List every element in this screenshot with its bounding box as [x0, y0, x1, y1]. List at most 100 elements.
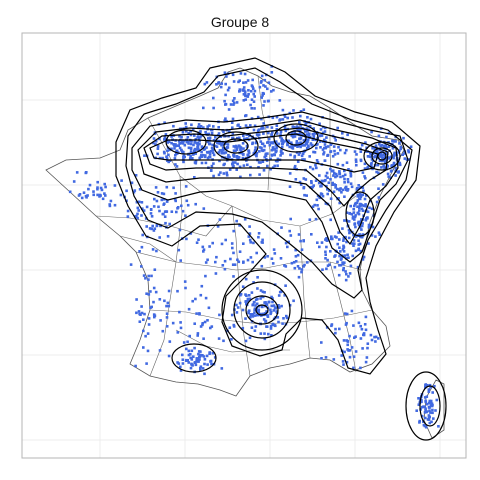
observation-point [129, 263, 133, 266]
observation-point [319, 146, 322, 149]
observation-point [236, 136, 239, 140]
observation-point [193, 322, 196, 325]
observation-point [192, 143, 195, 147]
observation-point [317, 181, 321, 185]
observation-point [363, 162, 367, 166]
observation-point [370, 234, 374, 237]
observation-point [241, 88, 245, 91]
observation-point [299, 183, 303, 186]
observation-point [384, 148, 387, 152]
observation-point [206, 140, 210, 144]
observation-point [232, 251, 235, 255]
observation-point [258, 85, 262, 89]
observation-point [359, 159, 363, 163]
observation-point [256, 297, 259, 301]
observation-point [343, 219, 346, 222]
observation-point [399, 145, 403, 149]
observation-point [232, 103, 235, 106]
observation-point [374, 340, 377, 343]
observation-point [382, 144, 386, 148]
observation-point [252, 92, 255, 96]
observation-point [191, 127, 195, 131]
observation-point [361, 347, 364, 350]
observation-point [203, 82, 207, 86]
observation-point [171, 321, 175, 325]
observation-point [352, 207, 355, 211]
observation-point [296, 129, 299, 132]
observation-point [423, 411, 427, 414]
observation-point [311, 167, 315, 171]
observation-point [153, 227, 157, 230]
observation-point [307, 134, 311, 138]
observation-point [299, 137, 302, 141]
observation-point [263, 291, 266, 294]
observation-point [383, 159, 387, 162]
observation-point [180, 148, 183, 152]
observation-point [193, 140, 197, 143]
observation-point [346, 180, 350, 184]
observation-point [369, 155, 372, 159]
observation-point [261, 305, 264, 308]
observation-point [271, 116, 275, 120]
observation-point [245, 94, 249, 98]
contour-paris-1 [213, 131, 259, 161]
observation-point [239, 72, 243, 75]
observation-point [244, 300, 247, 303]
observation-point [333, 149, 336, 153]
observation-point [336, 152, 340, 155]
observation-point [82, 191, 86, 194]
observation-point [315, 159, 319, 162]
observation-point [179, 321, 182, 324]
observation-point [263, 78, 267, 82]
observation-point [366, 346, 369, 350]
observation-point [361, 209, 365, 212]
observation-point [299, 124, 302, 127]
observation-point [163, 138, 166, 141]
observation-point [383, 166, 386, 169]
observation-point [356, 195, 359, 198]
observation-point [347, 236, 351, 240]
observation-point [219, 135, 223, 138]
observation-point [161, 156, 164, 160]
observation-point [206, 156, 210, 160]
observation-point [270, 126, 274, 129]
observation-point [147, 293, 151, 296]
observation-point [153, 197, 156, 201]
observation-point [174, 154, 177, 157]
observation-point [291, 125, 295, 129]
observation-point [343, 195, 346, 198]
observation-point [247, 154, 250, 158]
observation-point [363, 167, 367, 170]
observation-point [348, 355, 352, 359]
observation-point [244, 124, 248, 127]
observation-point [276, 159, 279, 163]
observation-point [350, 212, 354, 216]
observation-point [293, 144, 297, 147]
observation-point [364, 203, 367, 206]
observation-point [286, 141, 289, 144]
observation-point [357, 321, 361, 325]
observation-point [430, 402, 434, 405]
observation-point [403, 152, 406, 155]
observation-point [278, 99, 282, 102]
observation-point [359, 324, 362, 328]
observation-point [178, 228, 182, 232]
observation-point [423, 396, 427, 399]
observation-point [196, 143, 200, 147]
observation-point [165, 185, 169, 189]
observation-point [201, 323, 204, 327]
observation-point [316, 204, 319, 207]
observation-point [315, 166, 318, 170]
observation-point [144, 334, 147, 338]
observation-point [331, 183, 335, 186]
observation-point [254, 304, 257, 307]
observation-point [393, 151, 396, 155]
observation-point [132, 190, 136, 194]
observation-point [286, 116, 289, 120]
observation-point [374, 235, 377, 238]
observation-point [429, 399, 433, 403]
observation-point [362, 255, 366, 259]
observation-point [311, 205, 315, 208]
observation-point [154, 140, 158, 143]
observation-point [239, 175, 242, 179]
